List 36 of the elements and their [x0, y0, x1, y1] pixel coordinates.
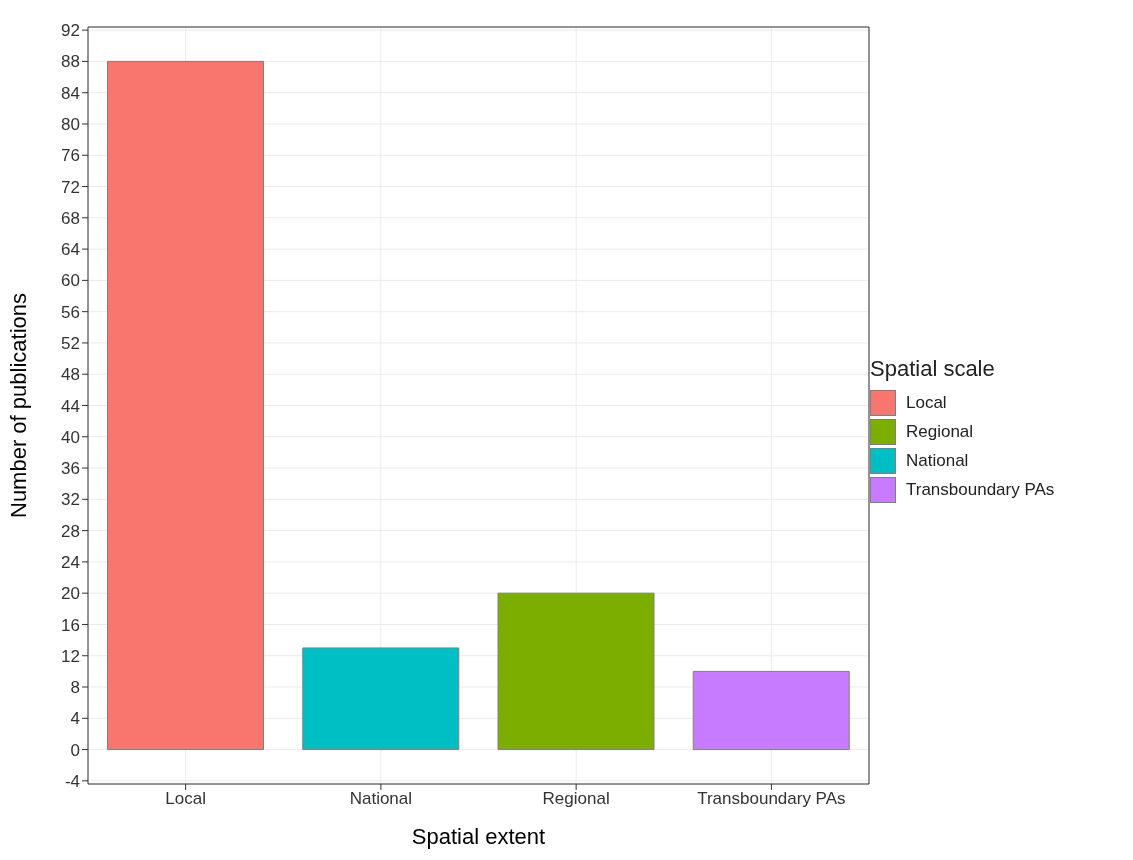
y-tick-label: 80 — [61, 115, 80, 135]
x-tick-label: Regional — [542, 789, 610, 809]
y-tick-label: 44 — [61, 396, 80, 416]
y-tick-label: 52 — [61, 333, 80, 353]
x-tick-label: National — [349, 789, 413, 809]
y-tick-label: 56 — [61, 302, 80, 322]
y-tick-label: 4 — [70, 709, 80, 729]
y-tick-label: 88 — [61, 52, 80, 72]
y-tick-label: -4 — [64, 771, 80, 791]
y-tick-label: 76 — [61, 146, 80, 166]
y-tick-label: 32 — [61, 490, 80, 510]
x-axis-title: Spatial extent — [411, 824, 546, 849]
y-tick-label: 12 — [61, 646, 80, 666]
y-tick-label: 36 — [61, 459, 80, 479]
y-tick-label: 24 — [61, 552, 80, 572]
legend-label: Transboundary PAs — [906, 479, 1055, 500]
y-tick-label: 92 — [61, 21, 80, 41]
legend-label: Local — [906, 392, 947, 413]
y-axis-title: Number of publications — [5, 292, 31, 519]
y-tick-label: 8 — [70, 678, 80, 698]
y-tick-label: 64 — [61, 240, 80, 260]
y-tick-label: 84 — [61, 83, 80, 103]
y-tick-label: 16 — [61, 615, 80, 635]
y-tick-label: 0 — [70, 740, 80, 760]
legend-label: National — [906, 450, 969, 471]
y-tick-label: 28 — [61, 521, 80, 541]
legend-title: Spatial scale — [870, 356, 996, 382]
y-tick-label: 60 — [61, 271, 80, 291]
y-tick-label: 68 — [61, 208, 80, 228]
legend-label: Regional — [906, 421, 974, 442]
x-tick-label: Transboundary PAs — [697, 789, 846, 809]
y-tick-label: 72 — [61, 177, 80, 197]
y-tick-label: 20 — [61, 584, 80, 604]
y-tick-label: 40 — [61, 427, 80, 447]
x-tick-label: Local — [165, 789, 206, 809]
y-tick-label: 48 — [61, 365, 80, 385]
